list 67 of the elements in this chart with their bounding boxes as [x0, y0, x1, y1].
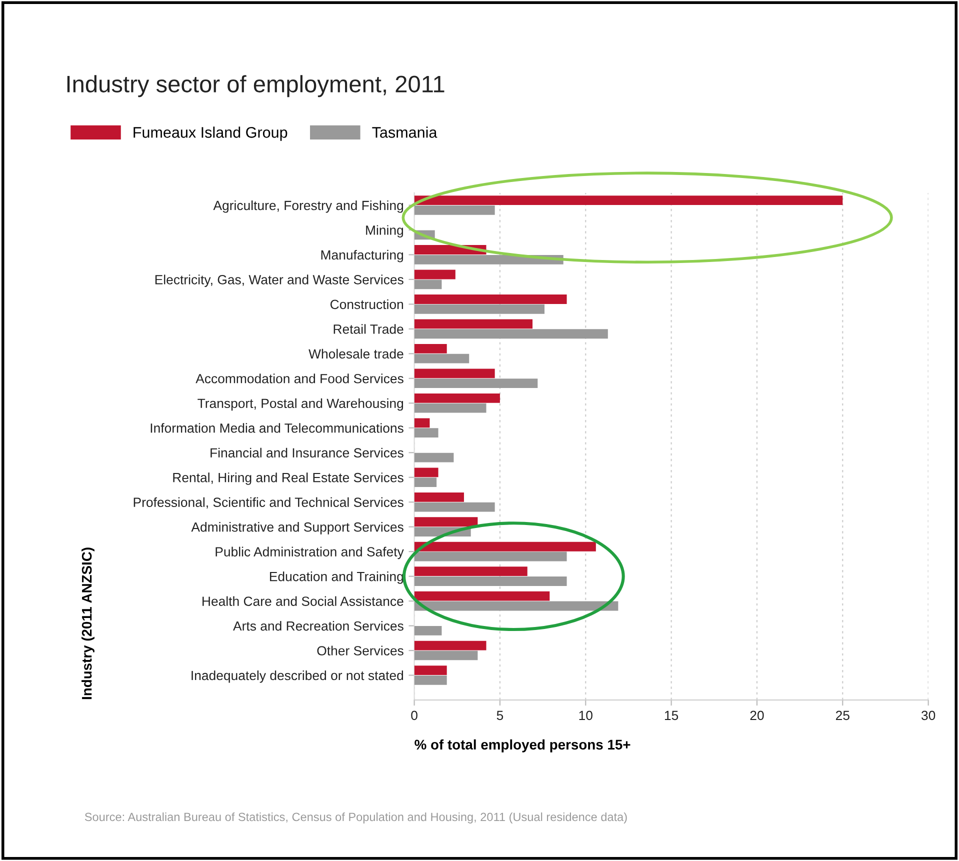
bar: [414, 566, 528, 576]
x-tick-label: 0: [411, 710, 418, 720]
bar: [414, 650, 478, 660]
bar: [414, 254, 564, 264]
y-tick-label: Other Services: [317, 646, 404, 656]
y-tick-label: Construction: [330, 299, 404, 310]
bar: [414, 626, 442, 636]
y-tick-label: Education and Training: [270, 572, 404, 584]
bar: [414, 304, 545, 314]
bar: [414, 378, 538, 388]
y-tick-label: Mining: [366, 225, 404, 238]
y-tick-label: Administrative and Support Services: [191, 522, 404, 534]
y-tick-label: Health Care and Social Assistance: [202, 596, 404, 606]
bar: [414, 393, 500, 403]
bar: [414, 640, 486, 650]
y-tick-label: Agriculture, Forestry and Fishing: [213, 200, 404, 213]
x-tick-label: 20: [750, 710, 764, 720]
source-note: Source: Australian Bureau of Statistics, Census of Population and Housing, 2011 (Usual residence data): [84, 812, 627, 824]
bar: [414, 552, 567, 562]
bar: [414, 452, 454, 462]
bar: [414, 368, 495, 378]
y-tick-label: Financial and Insurance Services: [210, 448, 404, 458]
bar: [414, 205, 495, 215]
bar: [414, 418, 430, 428]
bar: [414, 270, 456, 280]
bar: [414, 542, 596, 552]
y-tick-label: Professional, Scientific and Technical Services: [134, 497, 404, 509]
bar: [414, 502, 495, 512]
x-tick-label: 25: [836, 710, 850, 720]
x-tick-label: 5: [496, 710, 504, 720]
y-tick-label: Manufacturing: [321, 250, 404, 262]
y-tick-label: Electricity, Gas, Water and Waste Services: [155, 274, 404, 287]
bar: [414, 344, 447, 354]
y-tick-label: Arts and Recreation Services: [233, 621, 404, 631]
bar: [414, 319, 533, 329]
legend-label: Tasmania: [372, 126, 438, 138]
bar: [414, 468, 438, 478]
bar: [414, 601, 618, 611]
y-tick-label: Transport, Postal and Warehousing: [198, 398, 404, 411]
x-axis-title: % of total employed persons 15+: [414, 739, 630, 752]
y-tick-label: Inadequately described or not stated: [192, 670, 404, 683]
bar: [414, 294, 567, 304]
bar: [414, 591, 550, 601]
y-axis-title: Industry (2011 ANZSIC): [82, 548, 94, 700]
bar: [414, 517, 478, 527]
x-tick-label: 30: [921, 710, 936, 720]
y-tick-label: Information Media and Telecommunications: [150, 423, 404, 433]
bar: [414, 478, 437, 487]
bar: [414, 403, 486, 413]
legend-label: Fumeaux Island Group: [134, 126, 288, 141]
y-tick-label: Accommodation and Food Services: [196, 374, 404, 384]
x-tick-label: 15: [664, 710, 678, 720]
y-tick-label: Rental, Hiring and Real Estate Services: [173, 472, 404, 485]
bar: [414, 280, 442, 290]
y-tick-label: Retail Trade: [334, 324, 404, 334]
bar: [414, 676, 447, 685]
bar: [414, 329, 608, 339]
bar: [414, 354, 470, 364]
y-tick-label: Public Administration and Safety: [216, 546, 404, 560]
bar: [414, 492, 464, 502]
y-tick-label: Wholesale trade: [308, 348, 404, 359]
bar: [414, 576, 567, 586]
chart-title: Industry sector of employment, 2011: [67, 75, 444, 98]
bar: [414, 666, 447, 676]
bar: [414, 428, 438, 438]
bar: [414, 196, 843, 205]
x-tick-label: 10: [579, 710, 592, 720]
